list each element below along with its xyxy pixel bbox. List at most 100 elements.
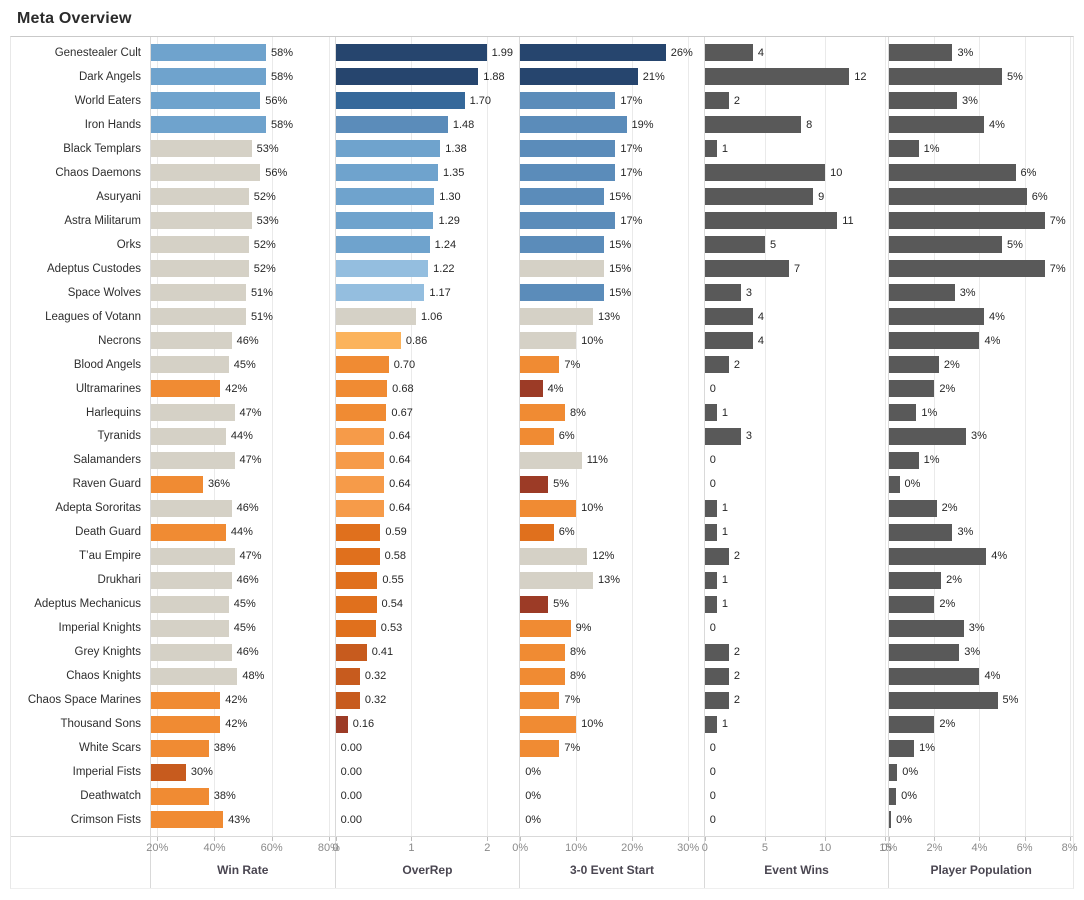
bar[interactable]: [335, 188, 435, 206]
bar[interactable]: [889, 451, 919, 469]
bar[interactable]: [704, 523, 717, 541]
bar[interactable]: [704, 547, 729, 565]
bar[interactable]: [335, 451, 385, 469]
bar[interactable]: [889, 811, 892, 829]
bar[interactable]: [151, 523, 226, 541]
bar[interactable]: [335, 427, 385, 445]
row-label[interactable]: Iron Hands: [84, 118, 141, 131]
bar[interactable]: [520, 523, 554, 541]
bar[interactable]: [889, 212, 1045, 230]
bar[interactable]: [889, 523, 953, 541]
row-label[interactable]: T’au Empire: [79, 550, 141, 563]
row-label[interactable]: Adeptus Mechanicus: [34, 598, 141, 611]
bar[interactable]: [704, 404, 717, 422]
bar[interactable]: [520, 44, 666, 62]
bar[interactable]: [335, 547, 380, 565]
bar[interactable]: [335, 116, 448, 134]
bar[interactable]: [889, 427, 966, 445]
bar[interactable]: [335, 140, 441, 158]
bar[interactable]: [520, 427, 554, 445]
bar[interactable]: [151, 356, 229, 374]
bar[interactable]: [151, 427, 226, 445]
row-label[interactable]: Orks: [116, 238, 141, 251]
row-label[interactable]: Necrons: [98, 334, 141, 347]
bar[interactable]: [889, 739, 915, 757]
bar[interactable]: [151, 595, 229, 613]
bar[interactable]: [151, 619, 229, 637]
bar[interactable]: [335, 356, 389, 374]
bar[interactable]: [151, 260, 249, 278]
bar[interactable]: [335, 260, 429, 278]
bar[interactable]: [704, 164, 826, 182]
bar[interactable]: [335, 332, 401, 350]
bar[interactable]: [520, 308, 593, 326]
row-label[interactable]: Adepta Sororitas: [55, 502, 141, 515]
bar[interactable]: [889, 68, 1002, 86]
bar[interactable]: [335, 619, 376, 637]
bar[interactable]: [889, 356, 939, 374]
bar[interactable]: [151, 643, 232, 661]
bar[interactable]: [889, 44, 953, 62]
bar[interactable]: [335, 308, 416, 326]
bar[interactable]: [520, 715, 577, 733]
bar[interactable]: [889, 499, 937, 517]
bar[interactable]: [335, 499, 385, 517]
bar[interactable]: [151, 571, 232, 589]
bar[interactable]: [704, 44, 753, 62]
bar[interactable]: [704, 571, 717, 589]
bar[interactable]: [704, 284, 741, 302]
row-label[interactable]: Drukhari: [97, 574, 141, 587]
bar[interactable]: [151, 739, 209, 757]
row-label[interactable]: Genestealer Cult: [54, 46, 141, 59]
bar[interactable]: [520, 188, 605, 206]
bar[interactable]: [704, 68, 850, 86]
bar[interactable]: [889, 308, 984, 326]
bar[interactable]: [889, 236, 1002, 254]
row-label[interactable]: Leagues of Votann: [45, 310, 141, 323]
bar[interactable]: [520, 236, 605, 254]
bar[interactable]: [704, 140, 717, 158]
bar[interactable]: [151, 236, 249, 254]
bar[interactable]: [704, 92, 729, 110]
row-label[interactable]: Black Templars: [63, 142, 141, 155]
bar[interactable]: [520, 547, 588, 565]
bar[interactable]: [520, 140, 616, 158]
row-label[interactable]: Deathwatch: [80, 790, 141, 803]
bar[interactable]: [520, 499, 577, 517]
bar[interactable]: [520, 116, 627, 134]
row-label[interactable]: Ultramarines: [75, 382, 141, 395]
bar[interactable]: [704, 715, 717, 733]
bar[interactable]: [889, 595, 935, 613]
bar[interactable]: [151, 140, 252, 158]
bar[interactable]: [335, 643, 367, 661]
bar[interactable]: [520, 619, 571, 637]
bar[interactable]: [151, 92, 261, 110]
row-label[interactable]: Dark Angels: [78, 70, 141, 83]
bar[interactable]: [889, 571, 942, 589]
bar[interactable]: [335, 691, 360, 709]
bar[interactable]: [889, 92, 957, 110]
bar[interactable]: [520, 595, 549, 613]
bar[interactable]: [704, 499, 717, 517]
bar[interactable]: [151, 164, 261, 182]
bar[interactable]: [335, 164, 438, 182]
bar[interactable]: [520, 260, 605, 278]
bar[interactable]: [335, 523, 381, 541]
bar[interactable]: [889, 332, 980, 350]
bar[interactable]: [704, 116, 802, 134]
bar[interactable]: [520, 68, 638, 86]
bar[interactable]: [889, 164, 1016, 182]
bar[interactable]: [889, 691, 998, 709]
bar[interactable]: [704, 332, 753, 350]
bar[interactable]: [151, 499, 232, 517]
bar[interactable]: [335, 667, 360, 685]
bar[interactable]: [520, 475, 549, 493]
bar[interactable]: [889, 188, 1027, 206]
bar[interactable]: [151, 284, 246, 302]
row-label[interactable]: Raven Guard: [72, 478, 141, 491]
bar[interactable]: [335, 475, 385, 493]
bar[interactable]: [151, 715, 221, 733]
bar[interactable]: [335, 715, 348, 733]
bar[interactable]: [520, 451, 582, 469]
bar[interactable]: [889, 787, 897, 805]
